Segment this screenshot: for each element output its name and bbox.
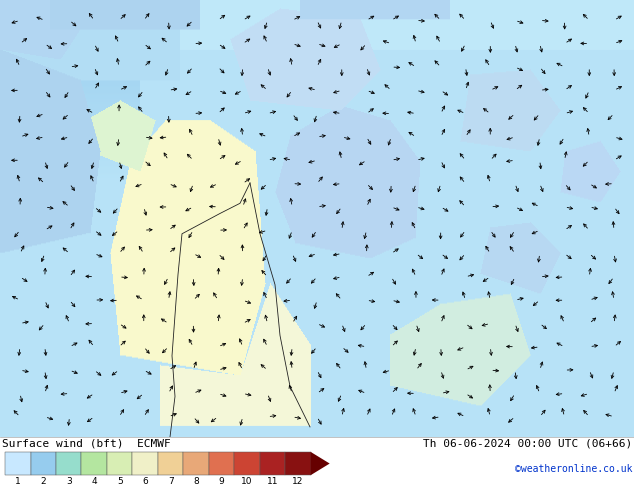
Text: 5: 5 [117, 477, 122, 486]
Bar [133, 452, 158, 475]
Text: 12: 12 [292, 477, 304, 486]
Bar [285, 452, 311, 475]
Text: 8: 8 [193, 477, 199, 486]
Text: 7: 7 [168, 477, 174, 486]
Text: 11: 11 [267, 477, 278, 486]
Text: 9: 9 [219, 477, 224, 486]
Text: 4: 4 [91, 477, 97, 486]
Bar [107, 452, 133, 475]
Polygon shape [311, 452, 330, 475]
Bar [235, 452, 260, 475]
Text: 3: 3 [66, 477, 72, 486]
Bar [81, 452, 107, 475]
Text: 6: 6 [142, 477, 148, 486]
Bar [30, 452, 56, 475]
Text: Th 06-06-2024 00:00 UTC (06+66): Th 06-06-2024 00:00 UTC (06+66) [424, 438, 633, 448]
Text: ©weatheronline.co.uk: ©weatheronline.co.uk [515, 464, 633, 473]
Text: 10: 10 [242, 477, 253, 486]
Text: Surface wind (bft)  ECMWF: Surface wind (bft) ECMWF [2, 438, 171, 448]
Bar [5, 452, 30, 475]
Bar [209, 452, 234, 475]
Text: 2: 2 [41, 477, 46, 486]
Text: 1: 1 [15, 477, 21, 486]
Bar [158, 452, 183, 475]
Bar [56, 452, 81, 475]
Bar [260, 452, 285, 475]
Bar [183, 452, 209, 475]
